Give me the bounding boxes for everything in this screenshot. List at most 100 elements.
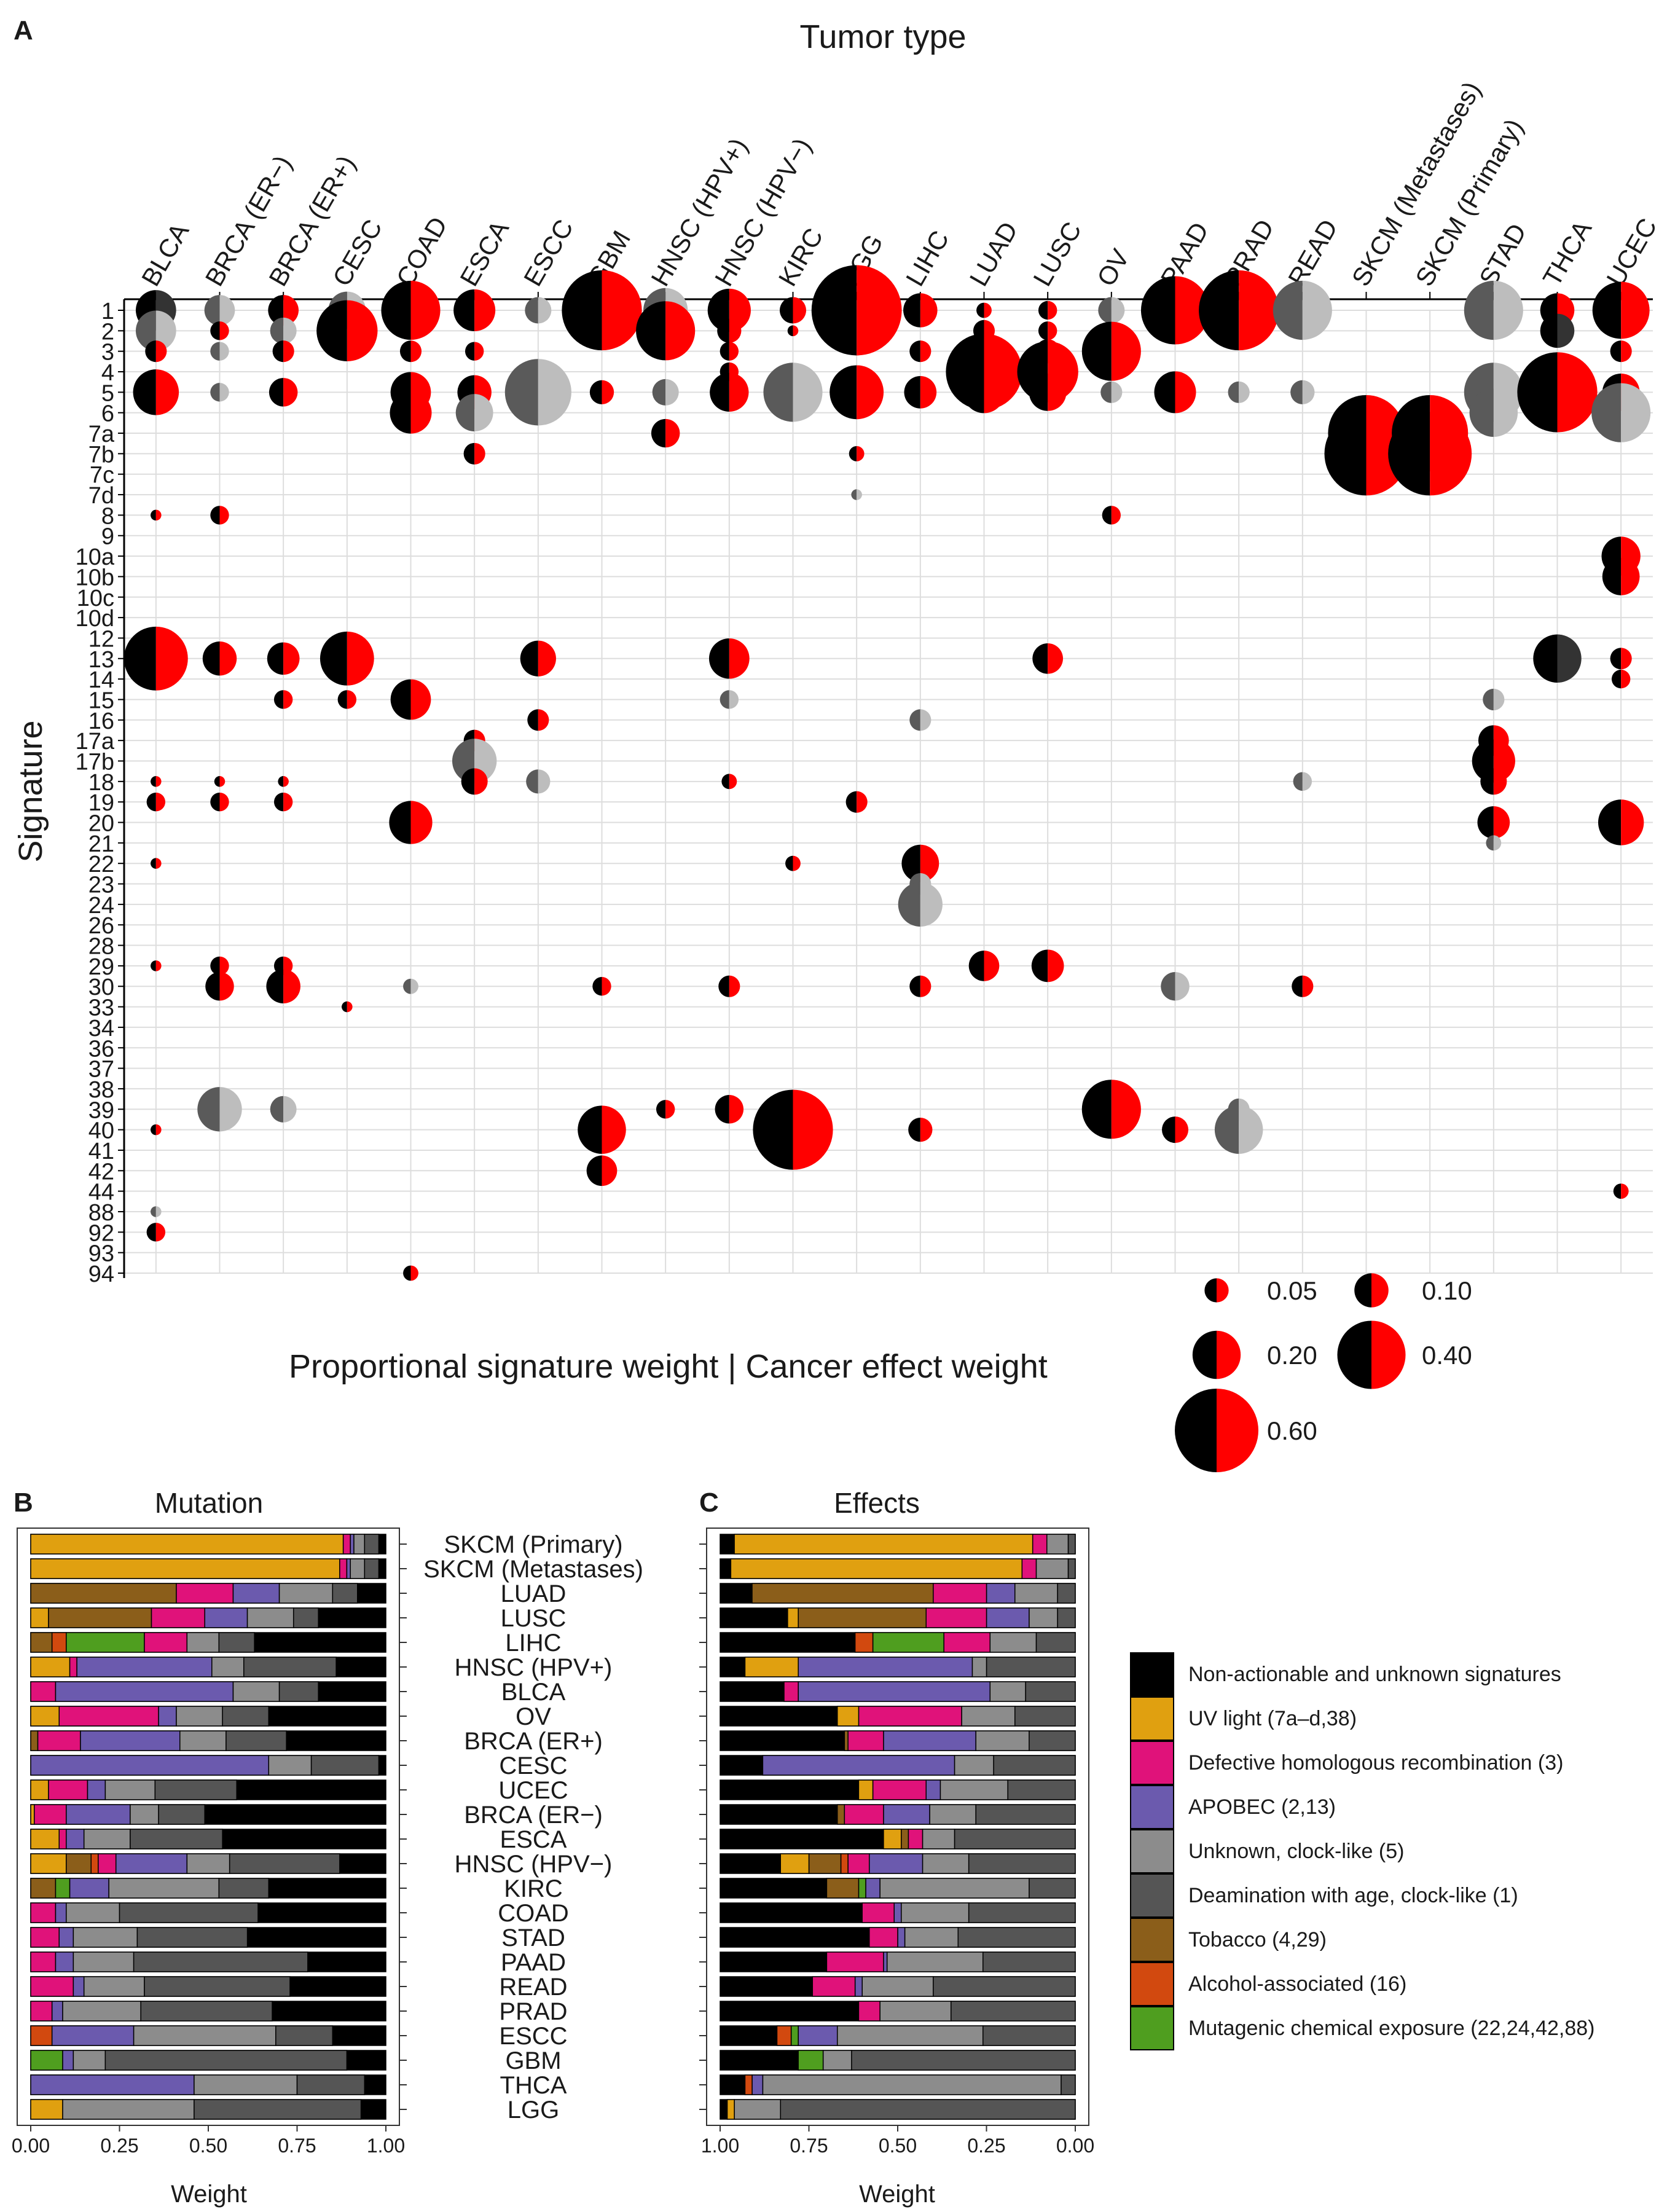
bar-row [30, 1730, 386, 1751]
signature-label: 94 [88, 1261, 114, 1287]
tumor-row-label: GBM [505, 2047, 561, 2074]
bubble-point [578, 1105, 626, 1154]
bar-segment-apobec [66, 1804, 131, 1825]
bubble-point [210, 342, 229, 361]
bar-segment-apobec [76, 1657, 213, 1677]
signature-label: 44 [88, 1180, 114, 1206]
bubble-size-legend: 0.05 0.10 0.20 0.40 0.60 [1175, 1273, 1472, 1472]
bubble-point [151, 776, 162, 787]
tumor-row-label: KIRC [504, 1875, 563, 1902]
signature-label: 15 [88, 688, 114, 713]
bubble-point [135, 310, 176, 351]
bubble-point [1598, 799, 1644, 845]
bar-segment-hr [858, 1706, 962, 1727]
bubble-point [342, 1001, 353, 1013]
x-tick-label: 0.50 [189, 2135, 227, 2157]
signature-label: 24 [88, 893, 114, 919]
bubble-point [1292, 975, 1314, 997]
bar-segment-hr [1021, 1558, 1037, 1579]
bar-segment-clock1 [119, 1902, 259, 1923]
bar-segment-clock5 [836, 2025, 984, 2046]
bar-segment-clock1 [1025, 1681, 1076, 1702]
signature-label: 10d [76, 606, 114, 632]
bar-segment-apobec [854, 1976, 863, 1997]
bar-segment-tobacco [751, 1583, 934, 1604]
signature-label: 36 [88, 1036, 114, 1062]
bar-segment-clock1 [229, 1853, 340, 1874]
signature-label: 21 [88, 831, 114, 857]
bar-segment-hr [1032, 1534, 1048, 1555]
bar-segment-clock5 [186, 1632, 220, 1653]
tumor-type-label: THCA [1537, 216, 1598, 291]
legend-bubble [1204, 1278, 1229, 1303]
bar-segment-clock5 [989, 1632, 1037, 1653]
bubble-point [586, 1155, 618, 1186]
color-legend: Non-actionable and unknown signatures UV … [1130, 1652, 1595, 2050]
bar-row [720, 1951, 1076, 1972]
bar-segment-tobacco [836, 1804, 845, 1825]
bar-segment-clock1 [158, 1804, 205, 1825]
bubble-point [390, 679, 431, 720]
bar-segment-hr [847, 1730, 884, 1751]
bubble-point [652, 378, 679, 406]
bubble-point [269, 378, 298, 407]
bubble-point [214, 776, 226, 787]
bar-segment-clock1 [1035, 1632, 1076, 1653]
bar-segment-apobec [87, 1779, 106, 1800]
bubble-point [389, 801, 433, 844]
bar-row [30, 1779, 386, 1800]
bar-segment-uv [30, 1706, 60, 1727]
bar-segment-clock5 [232, 1681, 280, 1702]
bar-segment-apobec [925, 1779, 941, 1800]
legend-swatch-tobacco [1130, 1918, 1174, 1962]
bar-segment-tobacco [901, 1829, 909, 1849]
bar-segment-clock1 [968, 1853, 1076, 1874]
bar-segment-hr [342, 1534, 351, 1555]
signature-label: 19 [88, 790, 114, 816]
signature-label: 33 [88, 995, 114, 1021]
bar-segment-clock5 [268, 1755, 312, 1776]
bar-segment-apobec [158, 1706, 177, 1727]
bubble-point [151, 960, 162, 971]
bar-segment-uv [836, 1706, 860, 1727]
bubble-point [403, 978, 418, 994]
signature-label: 17a [76, 729, 115, 755]
tumor-row-label: LUAD [501, 1580, 567, 1607]
legend-label: APOBEC (2,13) [1188, 1795, 1336, 1819]
bar-segment-clock1 [133, 1951, 308, 1972]
signature-label: 10b [76, 565, 114, 590]
bar-segment-clock5 [939, 1779, 1008, 1800]
bar-row [30, 1706, 386, 1727]
bar-segment-uv [30, 1853, 67, 1874]
tumor-type-label: LUAD [964, 217, 1024, 291]
bar-segment-tobacco [48, 1607, 152, 1628]
bar-segment-clock1 [1029, 1730, 1076, 1751]
legend-swatch-chemical [1130, 2006, 1174, 2050]
bar-row [720, 1681, 1076, 1702]
x-tick-label: 1.00 [367, 2135, 405, 2157]
bar-segment-clock1 [310, 1755, 380, 1776]
bar-row [720, 1607, 1076, 1628]
bar-segment-clock5 [130, 1804, 159, 1825]
bar-segment-clock1 [1057, 1607, 1076, 1628]
bubble-point [1483, 688, 1505, 711]
bubble-point [266, 969, 300, 1003]
bar-segment-clock5 [133, 2025, 276, 2046]
bar-segment-hr [847, 1853, 870, 1874]
bubble-point [1592, 281, 1650, 339]
bar-segment-hr [30, 1927, 60, 1948]
bubble-point [267, 642, 300, 675]
bar-segment-clock5 [989, 1681, 1026, 1702]
bubble-point [399, 340, 422, 363]
tumor-row-label: UCEC [498, 1777, 568, 1804]
bar-segment-hr [844, 1804, 884, 1825]
tumor-row-label: OV [516, 1703, 551, 1730]
bar-segment-apobec [883, 1730, 976, 1751]
panel-label-c: C [699, 1488, 719, 1518]
bar-segment-hr [30, 1951, 57, 1972]
bubble-point [592, 977, 611, 996]
bubble-point [273, 690, 293, 709]
panel-a-ylabel: Signature [12, 720, 49, 862]
bubble-point [1611, 669, 1631, 689]
